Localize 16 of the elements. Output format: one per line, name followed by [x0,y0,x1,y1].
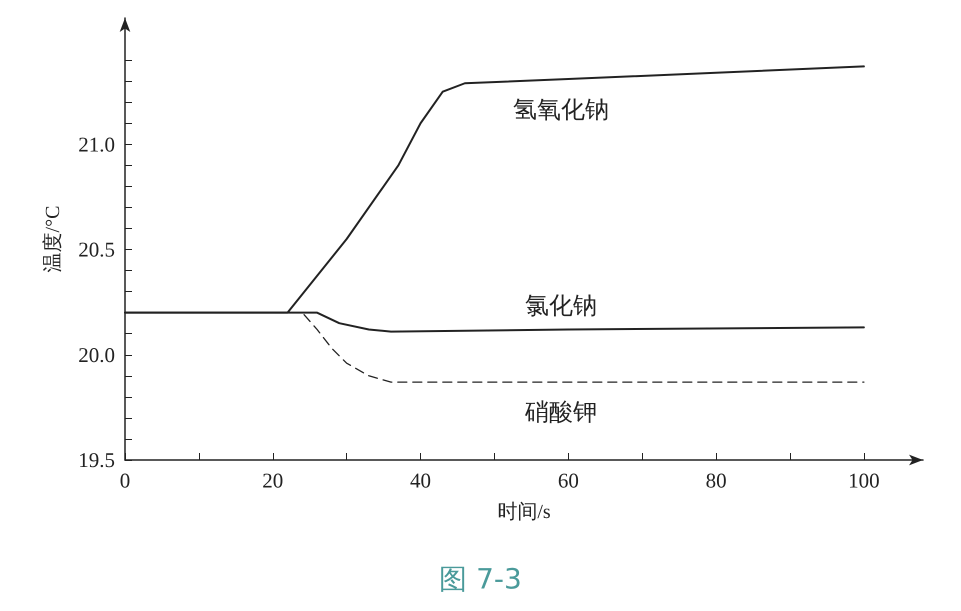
y-axis-title: 温度/°C [42,206,64,272]
y-tick-label: 19.5 [78,448,115,472]
caption: 图 7-3 [439,562,522,596]
x-tick-label: 0 [120,468,130,492]
y-tick-label: 20.5 [78,238,115,262]
series-label: 氢氧化钠 [512,95,609,124]
series-label: 硝酸钾 [524,398,597,426]
y-tick-label: 21.0 [78,132,115,156]
x-tick-label: 80 [706,468,727,492]
x-axis-title: 时间/s [497,501,551,523]
y-tick-label: 20.0 [78,342,115,367]
x-tick-label: 60 [558,468,579,492]
x-tick-label: 40 [410,468,432,492]
x-tick-label: 100 [848,468,880,492]
series-label: 氯化钠 [524,292,597,320]
x-tick-label: 20 [262,468,284,492]
